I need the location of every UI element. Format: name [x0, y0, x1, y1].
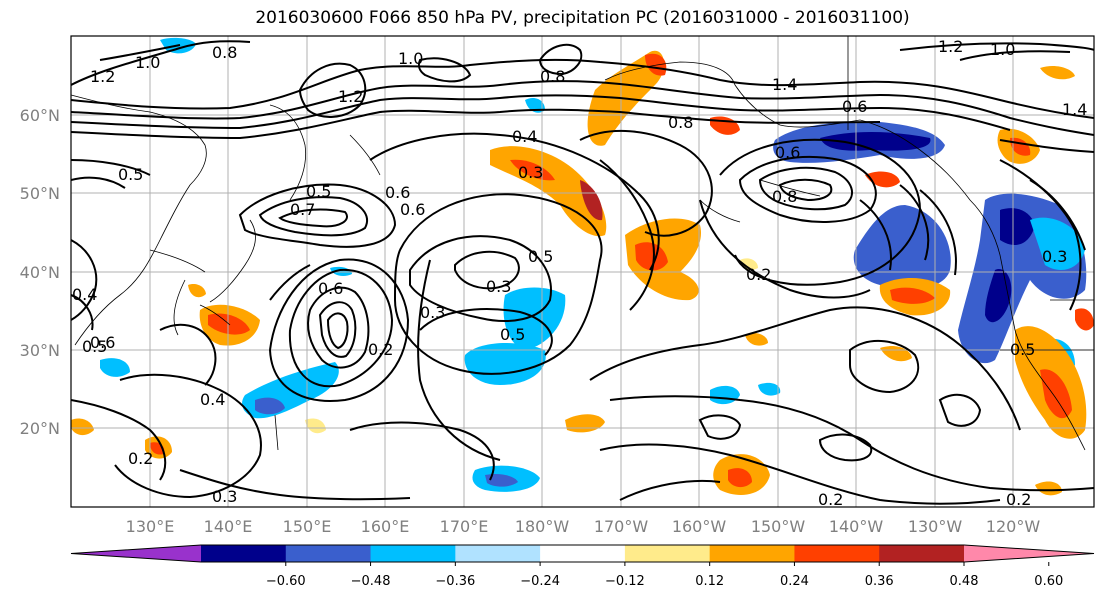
lon-label-140w: 140°W — [829, 517, 884, 536]
latitude-labels: 60°N 50°N 40°N 30°N 20°N — [20, 106, 60, 438]
colorbar-tick-label: −0.24 — [520, 574, 560, 589]
colorbar-segment — [201, 545, 287, 562]
lon-label-170e: 170°E — [440, 517, 489, 536]
contour-label: 0.2 — [1006, 490, 1031, 509]
contour-label: 1.2 — [938, 37, 963, 56]
contour-label: 0.5 — [118, 165, 143, 184]
colorbar-segment — [624, 545, 711, 562]
colorbar-tick-labels: −0.60 −0.48 −0.36 −0.24 −0.12 0.12 0.24 0.36 0.4… — [266, 562, 1063, 589]
colorbar-tick-label: −0.60 — [266, 574, 306, 589]
contour-label: 1.4 — [1062, 100, 1087, 119]
lon-label-160w: 160°W — [672, 517, 727, 536]
colorbar-tick-label: 0.60 — [1034, 574, 1063, 589]
colorbar-outline — [70, 544, 1095, 563]
contour-label: 0.6 — [385, 183, 410, 202]
contour-label: 0.5 — [528, 247, 553, 266]
contour-label: 1.0 — [990, 40, 1015, 59]
contour-label: 0.6 — [775, 143, 800, 162]
colorbar-tick-label: 0.48 — [950, 574, 979, 589]
lat-label-20n: 20°N — [20, 419, 60, 438]
colorbar-extend-low — [71, 545, 201, 562]
lon-label-130e: 130°E — [126, 517, 175, 536]
contour-label: 0.5 — [82, 337, 107, 356]
contour-label: 0.3 — [1042, 247, 1067, 266]
contour-label: 1.4 — [772, 75, 797, 94]
contour-label: 0.8 — [540, 67, 565, 86]
lat-label-40n: 40°N — [20, 263, 60, 282]
lon-label-140e: 140°E — [204, 517, 253, 536]
contour-label: 1.2 — [90, 67, 115, 86]
contour-label: 0.2 — [128, 449, 153, 468]
colorbar-segment — [709, 545, 795, 562]
contour-label: 0.2 — [746, 265, 771, 284]
contour-label: 1.0 — [398, 49, 423, 68]
pv-contours — [71, 40, 1094, 505]
contour-label: 0.2 — [368, 340, 393, 359]
lat-label-30n: 30°N — [20, 341, 60, 360]
contour-label: 0.6 — [90, 333, 115, 352]
contour-label: 0.4 — [200, 390, 225, 409]
contour-label: 0.5 — [306, 182, 331, 201]
colorbar-segment — [794, 545, 880, 562]
contour-label: 0.6 — [842, 97, 867, 116]
colorbar-tick-label: −0.12 — [605, 574, 645, 589]
contour-label: 0.5 — [500, 325, 525, 344]
contour-label: 0.4 — [72, 285, 97, 304]
page-title: 2016030600 F066 850 hPa PV, precipitatio… — [255, 8, 910, 28]
colorbar-tick-label: −0.36 — [435, 574, 475, 589]
colorbar-segment — [879, 545, 965, 562]
contour-label: 0.8 — [772, 187, 797, 206]
lon-label-180w: 180°W — [515, 517, 570, 536]
contour-label: 1.2 — [338, 87, 363, 106]
contour-label: 0.4 — [512, 127, 537, 146]
colorbar — [70, 544, 1095, 563]
contour-label: 0.5 — [1010, 340, 1035, 359]
colorbar-extend-high — [964, 545, 1094, 562]
contour-label: 0.6 — [318, 279, 343, 298]
contour-label: 0.3 — [486, 277, 511, 296]
colorbar-tick-label: 0.24 — [780, 574, 809, 589]
contour-label: 0.2 — [818, 490, 843, 509]
contour-label: 1.0 — [135, 53, 160, 72]
lat-label-60n: 60°N — [20, 106, 60, 125]
contour-label: 0.3 — [420, 303, 445, 322]
contour-label: 0.3 — [518, 163, 543, 182]
contour-label: 0.3 — [212, 487, 237, 506]
colorbar-tick-label: −0.48 — [351, 574, 391, 589]
contour-label: 0.8 — [212, 43, 237, 62]
contour-label: 0.6 — [400, 200, 425, 219]
lat-label-50n: 50°N — [20, 184, 60, 203]
colorbar-segment — [540, 545, 626, 562]
colorbar-tick-label: 0.12 — [695, 574, 724, 589]
contour-labels: 1.0 0.8 1.2 1.2 1.0 0.8 1.4 0.6 1.2 1.0 … — [72, 37, 1087, 509]
colorbar-segment — [370, 545, 456, 562]
lon-label-150e: 150°E — [283, 517, 332, 536]
lon-label-130w: 130°W — [908, 517, 963, 536]
colorbar-segment — [285, 545, 372, 562]
map-frame — [70, 35, 1095, 508]
colorbar-segment — [455, 545, 541, 562]
contour-label: 0.8 — [668, 113, 693, 132]
lon-label-120w: 120°W — [986, 517, 1041, 536]
map-panel: 1.0 0.8 1.2 1.2 1.0 0.8 1.4 0.6 1.2 1.0 … — [70, 35, 1095, 509]
longitude-labels: 130°E 140°E 150°E 160°E 170°E 180°W 170°… — [126, 517, 1041, 536]
lon-label-160e: 160°E — [361, 517, 410, 536]
lon-label-170w: 170°W — [594, 517, 649, 536]
colorbar-tick-label: 0.36 — [865, 574, 894, 589]
contour-label: 0.7 — [290, 200, 315, 219]
precipitation-shading — [71, 37, 1094, 496]
lon-label-150w: 150°W — [751, 517, 806, 536]
